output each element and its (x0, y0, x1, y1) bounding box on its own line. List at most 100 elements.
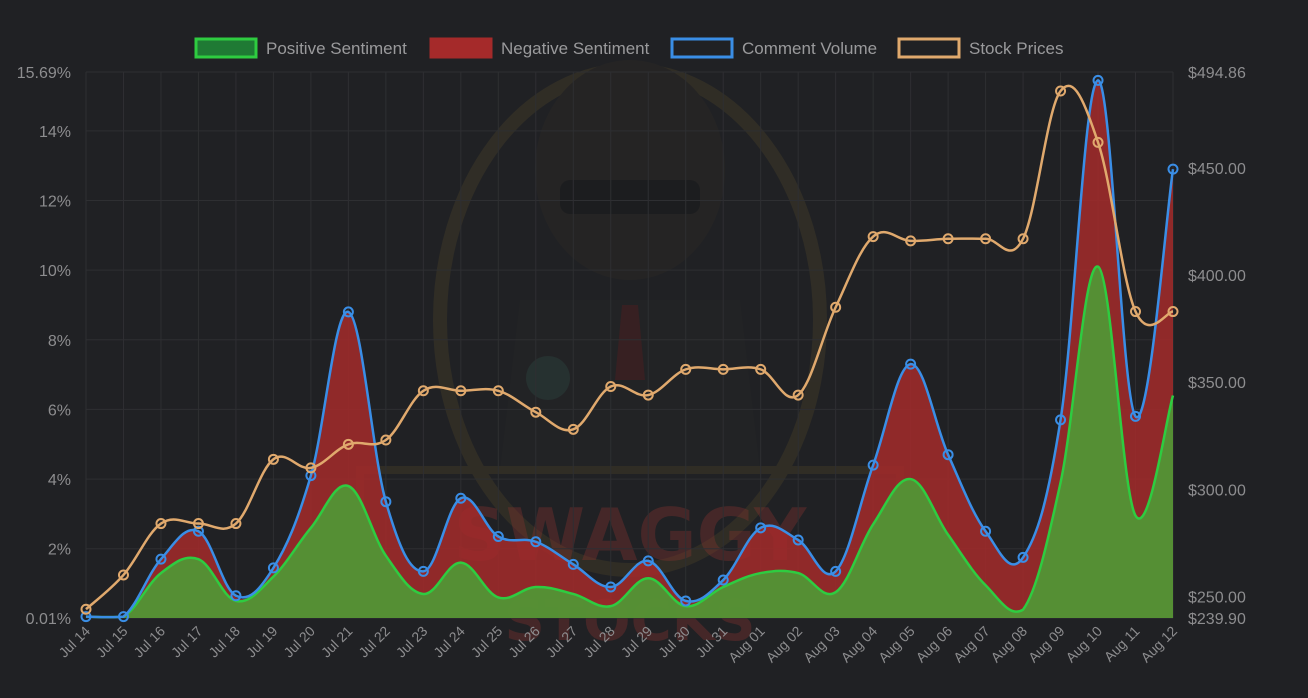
stock-prices-point (605, 381, 617, 393)
legend-swatch (670, 37, 734, 59)
y-left-tick-label: 10% (39, 263, 71, 280)
stock-prices-point (830, 301, 842, 313)
stock-prices-point (567, 423, 579, 435)
legend-swatch (429, 37, 493, 59)
x-tick-label: Aug 02 (763, 623, 806, 666)
x-tick-label: Jul 15 (93, 623, 131, 661)
comment-volume-point (680, 595, 692, 607)
x-tick-label: Aug 10 (1062, 623, 1105, 666)
comment-volume-point (380, 496, 392, 508)
stock-prices-point (230, 518, 242, 530)
y-left-tick-label: 0.01% (26, 611, 71, 628)
x-tick-label: Jul 24 (430, 623, 468, 661)
stock-prices-point (1167, 306, 1179, 318)
x-tick-label: Jul 25 (468, 623, 506, 661)
stock-prices-point (117, 569, 129, 581)
comment-volume-point (230, 590, 242, 602)
x-tick-label: Aug 06 (913, 623, 956, 666)
stock-prices-point (530, 406, 542, 418)
legend-label: Negative Sentiment (501, 39, 650, 58)
comment-volume-point (80, 611, 92, 623)
stock-prices-point (980, 233, 992, 245)
stock-prices-point (755, 363, 767, 375)
y-right-tick-label: $300.00 (1188, 482, 1246, 499)
y-left-tick-label: 8% (48, 333, 71, 350)
stock-prices-point (492, 385, 504, 397)
comment-volume-point (905, 358, 917, 370)
comment-volume-point (1130, 410, 1142, 422)
x-tick-label: Aug 11 (1101, 623, 1143, 665)
comment-volume-point (267, 562, 279, 574)
x-tick-label: Jul 22 (355, 623, 393, 661)
point-layer (80, 74, 1179, 623)
positive-sentiment-area (86, 266, 1173, 618)
stock-prices-point (905, 235, 917, 247)
x-tick-label: Jul 14 (55, 623, 93, 661)
comment-volume-point (942, 449, 954, 461)
stock-prices-line (85, 84, 1174, 611)
y-right-tick-label: $450.00 (1188, 161, 1246, 178)
comment-volume-line (85, 79, 1175, 619)
comment-volume-point (455, 492, 467, 504)
stock-prices-point (80, 603, 92, 615)
y-axis-right: $239.90 $250.00 $300.00 $350.00 $400.00 $450.… (1188, 65, 1246, 628)
comment-volume-point (342, 306, 354, 318)
stock-prices-point (792, 389, 804, 401)
stock-prices-point (155, 518, 167, 530)
x-tick-label: Jul 18 (205, 623, 243, 661)
stock-prices-point (342, 438, 354, 450)
x-tick-label: Jul 16 (130, 623, 168, 661)
comment-volume-point (417, 565, 429, 577)
x-tick-label: Aug 05 (875, 623, 918, 666)
comment-volume-point (1092, 74, 1104, 86)
comment-volume-point (717, 574, 729, 586)
comment-volume-point (155, 553, 167, 565)
stock-prices-point (680, 363, 692, 375)
stock-prices-point (867, 231, 879, 243)
y-axis-left: 0.01% 2% 4% 6% 8% 10% 12% 14% 15.69% (17, 65, 71, 628)
legend-swatch (194, 37, 258, 59)
comment-volume-point (117, 611, 129, 623)
stock-prices-point (192, 518, 204, 530)
x-tick-label: Aug 07 (950, 623, 993, 666)
stock-prices-point (1055, 85, 1067, 97)
y-left-tick-label: 2% (48, 542, 71, 559)
x-tick-label: Aug 04 (838, 623, 881, 666)
x-tick-label: Jul 20 (280, 623, 318, 661)
stock-prices-point (717, 363, 729, 375)
comment-volume-point (755, 522, 767, 534)
comment-volume-point (980, 525, 992, 537)
stock-prices-point (942, 233, 954, 245)
comment-volume-point (642, 555, 654, 567)
legend-label: Positive Sentiment (266, 39, 407, 58)
stock-prices-point (642, 389, 654, 401)
comment-volume-point (192, 525, 204, 537)
line-series-layer (85, 79, 1175, 619)
comment-volume-point (305, 470, 317, 482)
comment-volume-point (567, 558, 579, 570)
comment-volume-point (530, 536, 542, 548)
y-left-tick-label: 14% (39, 124, 71, 141)
y-left-tick-label: 15.69% (17, 65, 71, 82)
x-tick-label: Aug 03 (800, 623, 843, 666)
comment-volume-point (492, 531, 504, 543)
x-tick-label: Aug 09 (1025, 623, 1068, 666)
comment-volume-point (605, 581, 617, 593)
y-right-tick-label: $239.90 (1188, 611, 1246, 628)
stock-prices-point (1017, 233, 1029, 245)
x-tick-label: Jul 19 (243, 623, 281, 661)
stock-prices-point (267, 453, 279, 465)
y-left-tick-label: 6% (48, 402, 71, 419)
x-tick-label: Jul 17 (168, 623, 206, 661)
stock-prices-point (305, 462, 317, 474)
comment-volume-point (830, 565, 842, 577)
y-right-tick-label: $250.00 (1188, 589, 1246, 606)
y-right-tick-label: $400.00 (1188, 268, 1246, 285)
stock-prices-point (380, 434, 392, 446)
y-right-tick-label: $350.00 (1188, 375, 1246, 392)
comment-volume-point (867, 459, 879, 471)
legend-label: Comment Volume (742, 39, 877, 58)
y-left-tick-label: 4% (48, 472, 71, 489)
stock-prices-point (1092, 136, 1104, 148)
stock-prices-point (417, 385, 429, 397)
